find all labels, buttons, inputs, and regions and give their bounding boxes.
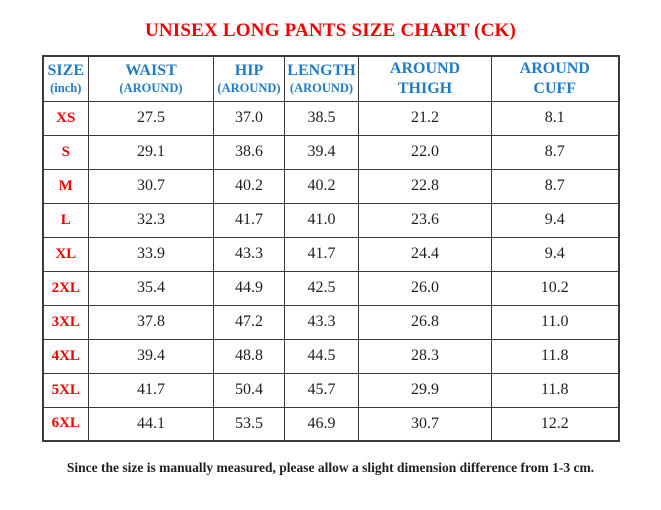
column-header-line1: HIP bbox=[234, 61, 264, 79]
measurement-cell: 23.6 bbox=[358, 202, 492, 238]
column-header-line2: (AROUND) bbox=[119, 80, 183, 95]
table-row: XL 33.9 43.3 41.7 24.4 9.4 bbox=[42, 236, 619, 272]
measurement-cell: 41.7 bbox=[213, 202, 285, 238]
measurement-cell: 41.7 bbox=[284, 236, 359, 272]
page-title: UNISEX LONG PANTS SIZE CHART (CK) bbox=[144, 20, 517, 41]
column-header-length: LENGTH (AROUND) bbox=[284, 55, 359, 102]
measurement-cell: 53.5 bbox=[213, 406, 285, 442]
measurement-cell: 48.8 bbox=[213, 338, 285, 374]
measurement-cell: 10.2 bbox=[491, 270, 619, 306]
column-header-line2: (AROUND) bbox=[289, 80, 354, 95]
measurement-cell: 11.8 bbox=[491, 372, 619, 408]
measurement-cell: 12.2 bbox=[491, 406, 619, 442]
measurement-cell: 32.3 bbox=[88, 202, 214, 238]
measurement-cell: 38.6 bbox=[213, 134, 285, 170]
measurement-cell: 22.0 bbox=[358, 134, 492, 170]
measurement-cell: 8.7 bbox=[491, 134, 619, 170]
measurement-cell: 11.8 bbox=[491, 338, 619, 374]
measurement-cell: 45.7 bbox=[284, 372, 359, 408]
measurement-cell: 50.4 bbox=[213, 372, 285, 408]
measurement-cell: 24.4 bbox=[358, 236, 492, 272]
column-header-line1: WAIST bbox=[125, 61, 177, 79]
measurement-cell: 35.4 bbox=[88, 270, 214, 306]
measurement-cell: 11.0 bbox=[491, 304, 619, 340]
measurement-cell: 46.9 bbox=[284, 406, 359, 442]
measurement-cell: 42.5 bbox=[284, 270, 359, 306]
table-row: 2XL 35.4 44.9 42.5 26.0 10.2 bbox=[42, 270, 619, 306]
table-row: XS 27.5 37.0 38.5 21.2 8.1 bbox=[42, 100, 619, 136]
measurement-cell: 28.3 bbox=[358, 338, 492, 374]
measurement-cell: 30.7 bbox=[358, 406, 492, 442]
measurement-cell: 38.5 bbox=[284, 100, 359, 136]
column-header-line2: (inch) bbox=[50, 80, 82, 95]
measurement-cell: 43.3 bbox=[213, 236, 285, 272]
measurement-cell: 47.2 bbox=[213, 304, 285, 340]
measurement-note: Since the size is manually measured, ple… bbox=[66, 460, 595, 475]
table-row: 5XL 41.7 50.4 45.7 29.9 11.8 bbox=[42, 372, 619, 408]
size-label-cell: 2XL bbox=[42, 270, 89, 306]
column-header-line2: CUFF bbox=[533, 79, 577, 97]
size-label-cell: XS bbox=[42, 100, 89, 136]
table-row: L 32.3 41.7 41.0 23.6 9.4 bbox=[42, 202, 619, 238]
size-table-body: XS 27.5 37.0 38.5 21.2 8.1 S 29.1 38.6 39.4 22.0 8.… bbox=[42, 100, 619, 442]
measurement-cell: 43.3 bbox=[284, 304, 359, 340]
measurement-cell: 44.9 bbox=[213, 270, 285, 306]
measurement-cell: 26.8 bbox=[358, 304, 492, 340]
measurement-cell: 40.2 bbox=[213, 168, 285, 204]
table-row: M 30.7 40.2 40.2 22.8 8.7 bbox=[42, 168, 619, 204]
column-header-line1: AROUND bbox=[519, 59, 590, 77]
measurement-cell: 9.4 bbox=[491, 202, 619, 238]
measurement-cell: 41.7 bbox=[88, 372, 214, 408]
measurement-cell: 44.5 bbox=[284, 338, 359, 374]
measurement-cell: 22.8 bbox=[358, 168, 492, 204]
size-label-cell: 6XL bbox=[42, 406, 89, 442]
size-label-cell: S bbox=[42, 134, 89, 170]
measurement-cell: 37.0 bbox=[213, 100, 285, 136]
size-label-cell: 3XL bbox=[42, 304, 89, 340]
measurement-cell: 21.2 bbox=[358, 100, 492, 136]
measurement-cell: 41.0 bbox=[284, 202, 359, 238]
measurement-cell: 37.8 bbox=[88, 304, 214, 340]
measurement-cell: 26.0 bbox=[358, 270, 492, 306]
measurement-cell: 8.1 bbox=[491, 100, 619, 136]
size-table-header: SIZE (inch) WAIST (AROUND) HIP (AROUND) … bbox=[42, 55, 619, 102]
measurement-cell: 29.1 bbox=[88, 134, 214, 170]
measurement-cell: 29.9 bbox=[358, 372, 492, 408]
column-header-line2: (AROUND) bbox=[217, 80, 281, 95]
column-header-line2: THIGH bbox=[397, 79, 453, 97]
column-header-hip: HIP (AROUND) bbox=[213, 55, 285, 102]
size-label-cell: 5XL bbox=[42, 372, 89, 408]
measurement-cell: 44.1 bbox=[88, 406, 214, 442]
table-row: 3XL 37.8 47.2 43.3 26.8 11.0 bbox=[42, 304, 619, 340]
size-chart-table: SIZE (inch) WAIST (AROUND) HIP (AROUND) … bbox=[41, 55, 620, 442]
column-header-line1: LENGTH bbox=[287, 61, 356, 79]
size-label-cell: M bbox=[42, 168, 89, 204]
header-row: SIZE (inch) WAIST (AROUND) HIP (AROUND) … bbox=[42, 55, 619, 102]
size-label-cell: XL bbox=[42, 236, 89, 272]
measurement-cell: 8.7 bbox=[491, 168, 619, 204]
column-header-line1: SIZE bbox=[47, 61, 84, 79]
measurement-cell: 39.4 bbox=[284, 134, 359, 170]
size-label-cell: L bbox=[42, 202, 89, 238]
size-label-cell: 4XL bbox=[42, 338, 89, 374]
table-row: 4XL 39.4 48.8 44.5 28.3 11.8 bbox=[42, 338, 619, 374]
table-row: S 29.1 38.6 39.4 22.0 8.7 bbox=[42, 134, 619, 170]
column-header-around-cuff: AROUND CUFF bbox=[491, 55, 619, 102]
column-header-line1: AROUND bbox=[389, 59, 461, 77]
measurement-cell: 30.7 bbox=[88, 168, 214, 204]
measurement-cell: 40.2 bbox=[284, 168, 359, 204]
column-header-size: SIZE (inch) bbox=[42, 55, 89, 102]
measurement-cell: 27.5 bbox=[88, 100, 214, 136]
column-header-around-thigh: AROUND THIGH bbox=[358, 55, 492, 102]
table-row: 6XL 44.1 53.5 46.9 30.7 12.2 bbox=[42, 406, 619, 442]
measurement-cell: 9.4 bbox=[491, 236, 619, 272]
column-header-waist: WAIST (AROUND) bbox=[88, 55, 214, 102]
measurement-cell: 39.4 bbox=[88, 338, 214, 374]
measurement-cell: 33.9 bbox=[88, 236, 214, 272]
